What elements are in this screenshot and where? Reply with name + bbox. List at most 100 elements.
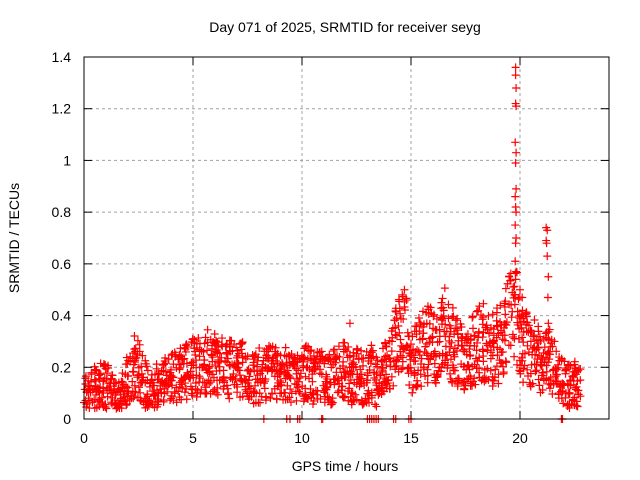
data-point	[180, 388, 189, 397]
data-point	[285, 373, 294, 382]
data-point	[107, 371, 116, 380]
data-point	[403, 328, 412, 337]
data-point	[304, 346, 313, 355]
data-point	[293, 383, 302, 392]
data-point	[367, 388, 376, 397]
data-point	[570, 367, 579, 376]
data-point	[323, 353, 332, 362]
data-point	[437, 298, 446, 307]
data-point	[318, 352, 327, 361]
data-point	[521, 310, 530, 319]
data-point	[353, 345, 362, 354]
axis-ticks	[83, 56, 609, 420]
data-point	[103, 369, 112, 378]
data-point	[377, 367, 386, 376]
data-point	[159, 397, 168, 406]
data-point	[543, 252, 552, 261]
data-point	[153, 402, 162, 411]
data-point	[200, 360, 209, 369]
data-point	[542, 367, 551, 376]
data-point	[453, 314, 462, 323]
data-point	[395, 328, 404, 337]
data-point	[561, 393, 570, 402]
data-point	[546, 373, 555, 382]
x-axis-label: GPS time / hours	[292, 458, 399, 474]
data-point	[455, 376, 464, 385]
data-point	[516, 369, 525, 378]
y-axis-label: SRMTID / TECUs	[6, 183, 22, 293]
data-point	[245, 372, 254, 381]
data-point	[203, 325, 212, 334]
data-point	[238, 339, 247, 348]
data-point	[507, 313, 516, 322]
data-point	[511, 159, 520, 168]
data-point	[552, 370, 561, 379]
data-point	[512, 267, 521, 276]
data-point	[230, 380, 239, 389]
data-point	[246, 384, 255, 393]
data-point	[534, 375, 543, 384]
data-point	[97, 393, 106, 402]
data-point	[472, 364, 481, 373]
data-point	[381, 339, 390, 348]
data-point	[399, 315, 408, 324]
data-point	[330, 352, 339, 361]
data-point	[95, 402, 104, 411]
data-point	[131, 387, 140, 396]
data-point	[571, 383, 580, 392]
data-point	[129, 394, 138, 403]
data-point	[262, 393, 271, 402]
data-point	[318, 356, 327, 365]
data-point	[574, 366, 583, 375]
data-point	[448, 313, 457, 322]
data-point	[234, 360, 243, 369]
data-point	[356, 374, 365, 383]
data-point	[195, 352, 204, 361]
data-point	[154, 397, 163, 406]
data-point	[544, 319, 553, 328]
data-point	[535, 351, 544, 360]
data-point	[539, 368, 548, 377]
data-point	[501, 310, 510, 319]
data-point	[472, 307, 481, 316]
data-point	[289, 360, 298, 369]
data-point	[129, 368, 138, 377]
data-point	[153, 375, 162, 384]
data-point	[316, 394, 325, 403]
data-point	[94, 387, 103, 396]
data-point	[499, 362, 508, 371]
data-point	[573, 377, 582, 386]
data-point	[103, 392, 112, 401]
data-point	[205, 379, 214, 388]
data-point	[336, 364, 345, 373]
data-point	[218, 375, 227, 384]
data-point	[452, 346, 461, 355]
data-point	[510, 282, 519, 291]
data-point	[519, 338, 528, 347]
data-point	[329, 360, 338, 369]
data-point	[509, 283, 518, 292]
data-point	[363, 371, 372, 380]
data-point	[392, 361, 401, 370]
data-point	[99, 360, 108, 369]
data-point	[472, 346, 481, 355]
data-point	[524, 321, 533, 330]
data-point	[233, 346, 242, 355]
data-point	[430, 349, 439, 358]
data-point	[506, 341, 515, 350]
data-point	[243, 391, 252, 400]
data-point	[396, 347, 405, 356]
data-point	[466, 334, 475, 343]
data-point	[358, 397, 367, 406]
data-point	[342, 347, 351, 356]
data-point	[460, 362, 469, 371]
data-point	[312, 390, 321, 399]
data-point	[284, 371, 293, 380]
data-point	[308, 370, 317, 379]
data-point	[382, 361, 391, 370]
data-point	[286, 398, 295, 407]
data-point	[417, 382, 426, 391]
data-point	[367, 348, 376, 357]
data-point	[389, 357, 398, 366]
data-point	[330, 375, 339, 384]
